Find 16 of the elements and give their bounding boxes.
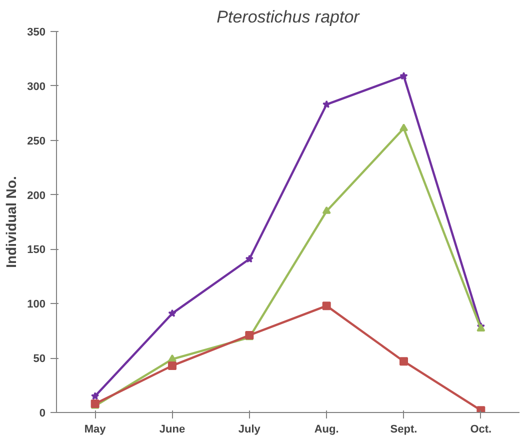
y-tick-label: 200 — [27, 190, 46, 202]
x-tick-label: June — [159, 424, 186, 436]
y-tick-label: 350 — [27, 26, 46, 38]
x-tick-label: July — [238, 424, 262, 436]
y-tick-label: 250 — [27, 135, 46, 148]
chart-title: Pterostichus raptor — [216, 8, 361, 26]
x-tick-label: Sept. — [390, 424, 418, 436]
y-tick-label: 50 — [33, 353, 46, 366]
y-tick-label: 150 — [27, 244, 46, 256]
x-tick-label: May — [84, 424, 107, 436]
y-tick-label: 100 — [27, 298, 46, 311]
y-tick-label: 0 — [39, 408, 46, 420]
y-tick-label: 300 — [27, 80, 46, 93]
x-tick-label: Oct. — [470, 424, 492, 436]
x-tick-label: Aug. — [314, 424, 339, 436]
y-axis-title: Individual No. — [3, 176, 20, 268]
